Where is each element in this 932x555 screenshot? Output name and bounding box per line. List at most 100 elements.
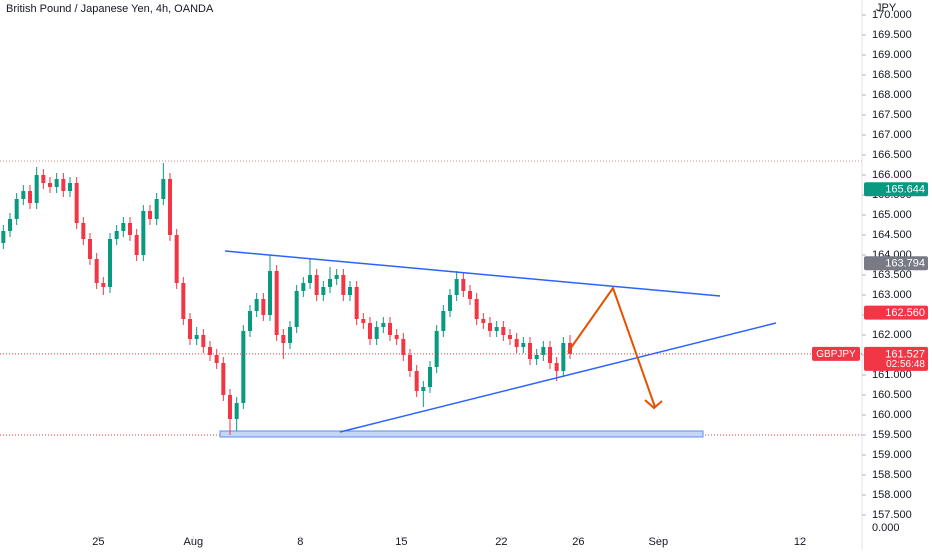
candle-body [254,299,259,311]
candle-body [234,403,239,419]
y-tick-label: 169.000 [872,49,912,61]
candle-body [561,343,566,371]
y-tick-label: 157.500 [872,509,912,521]
candle-body [221,363,226,395]
candle-body [468,291,472,299]
x-tick-label: 25 [92,536,104,548]
candle-body [414,371,419,391]
candle-body [494,327,499,331]
candle-body [101,283,106,287]
symbol-tag [812,346,860,361]
candle-body [501,327,506,335]
candle-body [354,287,359,319]
y-tick-label: 161.000 [872,369,912,381]
support-zone [219,430,704,438]
candle-body [28,191,32,203]
chart-title: British Pound / Japanese Yen, 4h, OANDA [6,3,214,15]
candle-body [288,327,292,343]
candle-body [301,283,306,291]
price-tag-label: 165.644 [885,184,925,196]
candle-body [381,323,386,327]
candle-body [481,319,486,323]
y-tick-label: 167.500 [872,109,912,121]
candle-body [401,339,406,355]
arrow-head [644,399,663,410]
candle-body [368,323,372,339]
last-price-tag [864,346,928,371]
candle-body [228,395,232,419]
axis-extra-label: 0.000 [872,522,900,534]
candle-body [8,219,12,231]
candle-body [314,275,319,295]
candle-body [134,235,139,255]
candle-body [94,259,99,283]
candle-body [174,235,179,283]
candle-body [74,183,79,223]
candle-body [554,363,559,371]
x-tick-label: Aug [184,536,204,548]
candle-body [61,179,66,191]
price-tag-label: 163.794 [885,258,925,270]
candle-body [248,311,252,331]
candle-body [21,191,26,199]
candle-body [548,347,552,363]
countdown-label: 02:56:48 [886,359,925,370]
candle-body [508,335,512,339]
candle-body [201,335,206,347]
candle-body [208,347,212,355]
candle-body [341,275,346,295]
candles [1,163,572,435]
candle-body [281,335,286,343]
y-tick-label: 169.500 [872,29,912,41]
y-tick-label: 159.000 [872,449,912,461]
candle-body [461,279,466,291]
candle-body [321,287,326,295]
candle-body [388,323,392,335]
x-tick-label: 15 [395,536,407,548]
candle-body [214,355,219,363]
candle-body [394,335,399,339]
trendline-lower [339,322,777,433]
y-tick-label: 163.000 [872,289,912,301]
last-price-label: 161.527 [885,348,925,360]
candle-body [294,291,299,327]
y-tick-label: 163.500 [872,269,912,281]
candle-body [434,331,439,367]
y-tick-label: 164.500 [872,229,912,241]
y-tick-label: 168.500 [872,69,912,81]
y-tick-label: 166.500 [872,149,912,161]
candle-body [534,355,539,359]
x-tick-label: 12 [794,536,806,548]
candle-body [268,271,272,315]
candle-body [361,319,366,323]
candle-body [148,211,152,219]
y-tick-label: 170.000 [872,9,912,21]
candle-body [154,199,159,219]
y-tick-label: 167.000 [872,129,912,141]
y-tick-label: 160.000 [872,409,912,421]
candle-body [308,275,312,283]
candle-body [54,179,59,187]
x-tick-label: 22 [495,536,507,548]
candle-body [88,239,92,259]
y-tick-label: 166.000 [872,169,912,181]
candle-body [41,175,46,183]
candle-body [181,283,186,319]
x-tick-label: 26 [572,536,584,548]
candle-body [454,279,459,295]
y-tick-label: 168.000 [872,89,912,101]
candle-body [448,295,452,311]
candle-body [34,175,39,203]
y-tick-label: 158.000 [872,489,912,501]
candle-body [168,179,172,235]
price-tag [864,182,928,197]
candle-body [328,279,332,287]
candle-body [488,323,492,331]
candle-body [48,183,52,187]
candle-body [474,299,479,319]
projection-arrow [567,285,656,408]
x-tick-label: 8 [297,536,303,548]
y-tick-label: 160.500 [872,389,912,401]
candle-body [81,223,86,239]
x-tick-label: Sep [649,536,669,548]
